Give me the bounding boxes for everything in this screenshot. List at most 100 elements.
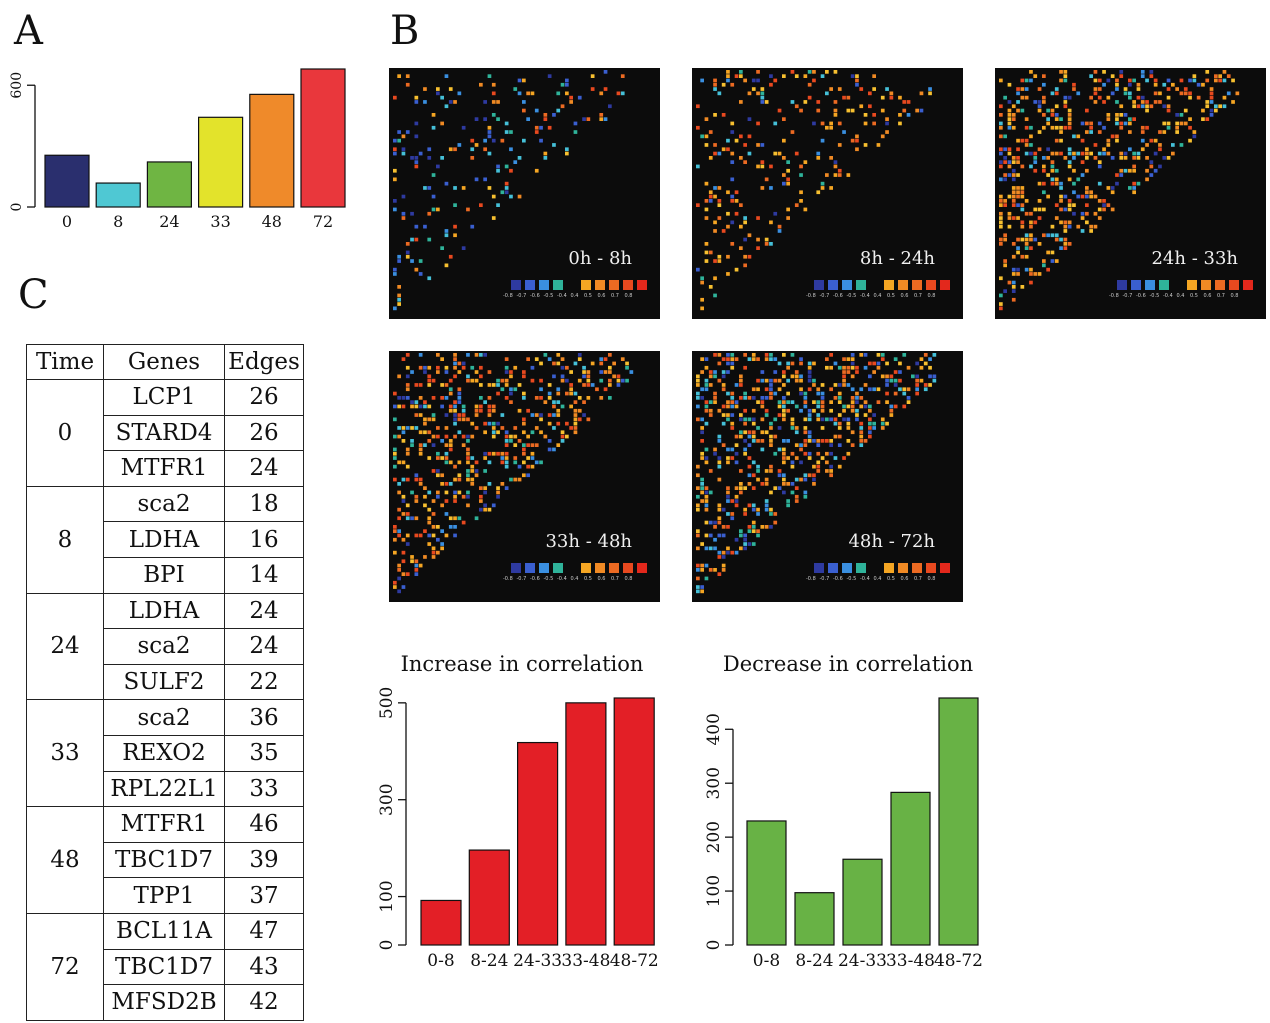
- heatmap-cell: [427, 507, 432, 512]
- cell-edges: 24: [224, 450, 304, 487]
- heatmap-cell: [1067, 242, 1072, 246]
- heatmap-cell: [859, 426, 864, 430]
- heatmap-cell: [1158, 164, 1162, 169]
- heatmap-cell: [461, 413, 466, 417]
- heatmap-cell: [829, 400, 833, 404]
- heatmap-cell: [1072, 211, 1076, 216]
- heatmap-cell: [850, 408, 855, 413]
- heatmap-cell: [586, 383, 591, 387]
- heatmap-cell: [708, 490, 713, 495]
- heatmap-cell: [812, 383, 816, 387]
- heatmap-cell: [466, 503, 470, 508]
- heatmap-cell: [743, 421, 747, 426]
- heatmap-cell: [466, 460, 470, 465]
- heatmap-cell: [483, 451, 487, 456]
- heatmap-cell: [483, 400, 487, 404]
- heatmap-cell: [717, 550, 722, 555]
- heatmap-cell: [1067, 207, 1072, 212]
- heatmap-cell: [470, 224, 475, 229]
- heatmap-cell: [448, 408, 453, 413]
- heatmap-cell: [565, 151, 569, 156]
- heatmap-cell: [1119, 125, 1124, 130]
- heatmap-cell: [479, 353, 483, 357]
- heatmap-cell: [1063, 70, 1068, 74]
- heatmap-cell: [1145, 156, 1149, 160]
- heatmap-cell: [397, 568, 401, 572]
- heatmap-cell: [1106, 143, 1111, 147]
- heatmap-cell: [1201, 108, 1205, 113]
- heatmap-cell: [401, 357, 406, 361]
- heatmap-cell: [999, 104, 1003, 109]
- heatmap-cell: [1011, 297, 1016, 302]
- heatmap-cell: [764, 242, 769, 246]
- heatmap-cell: [560, 365, 565, 370]
- heatmap-cell: [730, 499, 735, 503]
- heatmap-cell: [1042, 181, 1046, 186]
- heatmap-cell: [444, 482, 449, 486]
- heatmap-cell: [466, 374, 470, 379]
- heatmap-cell: [586, 370, 591, 374]
- heatmap-cell: [436, 365, 440, 370]
- heatmap-cell: [470, 477, 475, 482]
- heatmap-cell: [547, 125, 552, 130]
- heatmap-cell: [405, 451, 410, 456]
- heatmap-cell: [547, 421, 552, 426]
- heatmap-cell: [999, 211, 1003, 216]
- cell-gene: MTFR1: [103, 450, 225, 487]
- heatmap-cell: [704, 216, 709, 220]
- heatmap-label: 8h - 24h: [859, 248, 935, 269]
- heatmap-cell: [799, 173, 803, 177]
- heatmap-cell: [1132, 151, 1136, 156]
- heatmap-cell: [509, 370, 513, 374]
- heatmap-cell: [496, 430, 500, 435]
- heatmap-cell: [405, 512, 410, 516]
- heatmap-cell: [1011, 216, 1016, 220]
- heatmap-cell: [739, 546, 743, 551]
- heatmap-cell: [713, 229, 717, 233]
- heatmap-cell: [1106, 113, 1111, 117]
- heatmap-cell: [751, 520, 756, 525]
- heatmap-cell: [401, 494, 406, 499]
- heatmap-cell: [1050, 177, 1055, 182]
- heatmap-cell: [825, 125, 829, 130]
- heatmap-cell: [440, 529, 444, 533]
- heatmap-cell: [397, 130, 401, 134]
- heatmap-cell: [842, 404, 846, 409]
- heatmap-cell: [803, 443, 808, 447]
- heatmap-cell: [522, 447, 526, 452]
- heatmap-cell: [825, 357, 829, 361]
- heatmap-cell: [547, 439, 552, 443]
- heatmap-cell: [474, 404, 479, 409]
- heatmap-panel: 0h - 8h -0.8 -0.7 -0.6 -0.5 -0.4 0.4 0.5 0.6 0.7 0…: [389, 68, 660, 319]
- heatmap-cell: [479, 499, 483, 503]
- heatmap-cell: [440, 156, 444, 160]
- heatmap-cell: [401, 585, 406, 589]
- heatmap-cell: [423, 503, 427, 508]
- heatmap-cell: [513, 387, 518, 392]
- legend-tick: 0.4: [570, 576, 579, 582]
- heatmap-cell: [999, 302, 1003, 306]
- heatmap-cell: [799, 374, 803, 379]
- heatmap-cell: [436, 87, 440, 91]
- heatmap-cell: [608, 396, 612, 400]
- legend-swatch: [898, 280, 908, 290]
- heatmap-cell: [427, 186, 432, 190]
- heatmap-cell: [1192, 130, 1197, 134]
- heatmap-cell: [868, 417, 872, 422]
- heatmap-cell: [1016, 156, 1020, 160]
- heatmap-cell: [526, 91, 530, 96]
- heatmap-cell: [1059, 220, 1063, 225]
- heatmap-cells: [696, 70, 932, 311]
- heatmap-cell: [427, 490, 432, 495]
- heatmap-cell: [414, 100, 419, 104]
- heatmap-cell: [1097, 216, 1102, 220]
- heatmap-cell: [1003, 147, 1007, 152]
- heatmap-cell: [704, 143, 709, 147]
- heatmap-cell: [717, 378, 722, 383]
- heatmap-cell: [1102, 82, 1106, 87]
- heatmap-cell: [1016, 186, 1020, 190]
- heatmap-cell: [577, 353, 582, 357]
- heatmap-cell: [700, 486, 704, 490]
- heatmap-cell: [534, 108, 539, 113]
- heatmap-cell: [423, 100, 427, 104]
